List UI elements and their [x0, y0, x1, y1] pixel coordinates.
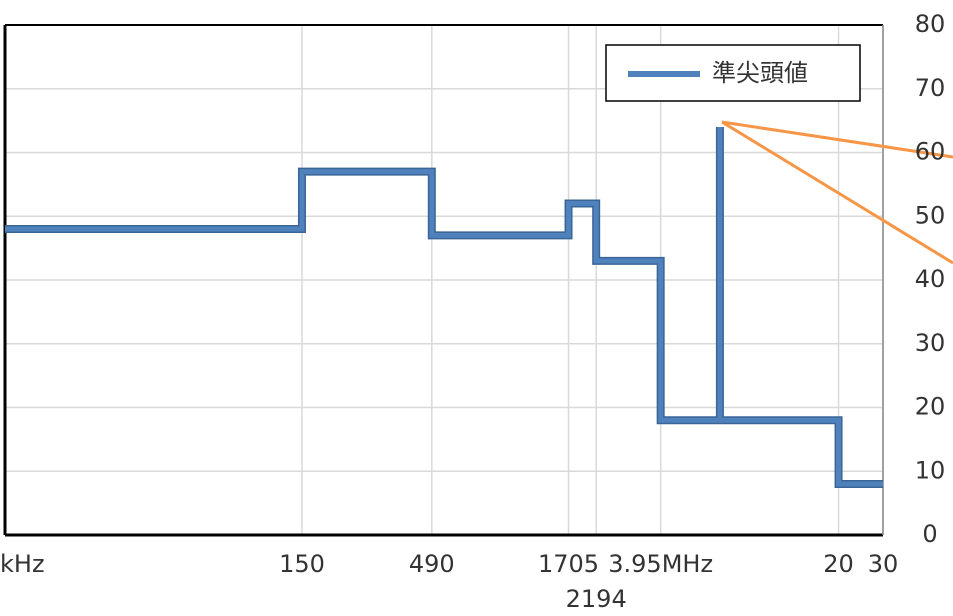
y-tick-label: 80	[915, 10, 946, 38]
y-tick-label: 0	[922, 520, 937, 548]
x-tick-label: 30	[868, 550, 899, 578]
grid	[4, 24, 884, 536]
x-tick-label: kHz	[0, 550, 45, 578]
series-line	[5, 127, 883, 487]
annotation-leader	[721, 120, 953, 159]
y-tick-label: 60	[915, 138, 946, 166]
series-line-edge	[5, 127, 883, 488]
legend-label: 準尖頭値	[712, 59, 808, 87]
legend: 準尖頭値	[605, 44, 861, 102]
x-tick-label: 490	[409, 550, 455, 578]
x-tick-label: 3.95MHz	[608, 550, 713, 578]
x-tick-label: 2194	[566, 585, 627, 613]
x-tick-label: 1705	[538, 550, 599, 578]
y-tick-label: 50	[915, 201, 946, 229]
annotation-leader	[721, 120, 953, 265]
y-tick-label: 20	[915, 393, 946, 421]
series-layer	[5, 127, 883, 488]
y-tick-label: 30	[915, 329, 946, 357]
y-tick-label: 10	[915, 456, 946, 484]
x-tick-label: 150	[279, 550, 325, 578]
y-tick-label: 40	[915, 265, 946, 293]
y-tick-label: 70	[915, 74, 946, 102]
x-tick-label: 20	[823, 550, 854, 578]
